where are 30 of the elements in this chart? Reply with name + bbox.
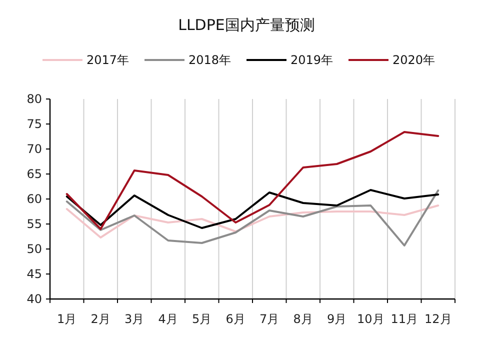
y-tick-label: 65 [26, 167, 42, 181]
y-tick-label: 70 [26, 142, 42, 156]
x-tick-label: 4月 [158, 312, 178, 326]
legend-label: 2020年 [392, 53, 436, 67]
line-series [66, 190, 440, 246]
x-tick-label: 5月 [192, 312, 212, 326]
x-tick-label: 10月 [356, 312, 384, 326]
legend-label: 2017年 [86, 53, 130, 67]
legend-label: 2019年 [290, 53, 334, 67]
x-tick-label: 2月 [90, 312, 110, 326]
y-tick-label: 40 [26, 292, 42, 306]
x-tick-label: 7月 [260, 312, 280, 326]
y-tick-label: 80 [26, 92, 42, 106]
y-tick-label: 45 [26, 267, 42, 281]
line-series [66, 189, 440, 229]
legend-label: 2018年 [188, 53, 232, 67]
x-tick-label: 8月 [293, 312, 313, 326]
line-series [66, 131, 440, 230]
x-tick-label: 6月 [226, 312, 246, 326]
x-tick-label: 11月 [390, 312, 418, 326]
x-tick-label: 12月 [424, 312, 452, 326]
line-series [66, 204, 440, 238]
x-tick-label: 9月 [327, 312, 347, 326]
x-tick-label: 3月 [124, 312, 144, 326]
y-tick-label: 60 [26, 192, 42, 206]
y-tick-label: 55 [26, 217, 42, 231]
chart-title: LLDPE国内产量预测 [178, 16, 315, 34]
y-tick-label: 75 [26, 117, 42, 131]
x-tick-label: 1月 [57, 312, 77, 326]
y-tick-label: 50 [26, 242, 42, 256]
